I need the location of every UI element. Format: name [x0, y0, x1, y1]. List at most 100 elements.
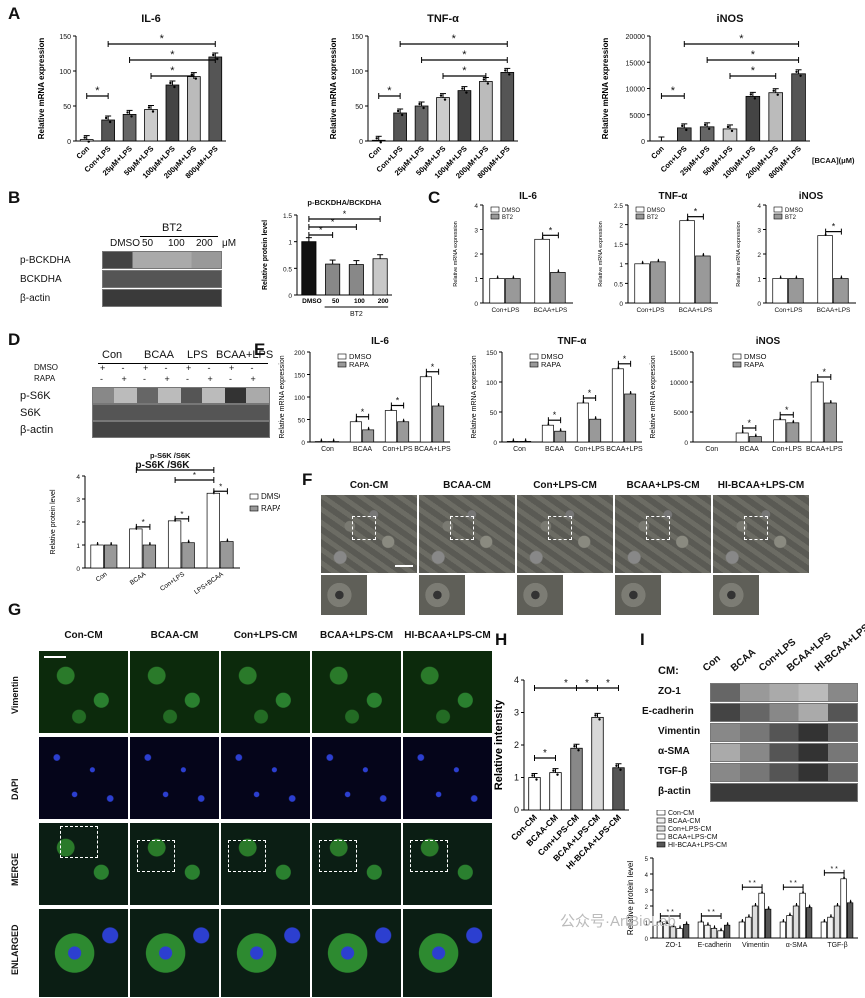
sig-star: *	[431, 362, 435, 372]
data-point	[704, 124, 706, 126]
blot-i-row-label: ZO-1	[658, 686, 681, 697]
y-tick-label: 2	[76, 520, 80, 527]
y-tick-label: 150	[294, 373, 305, 380]
bar	[698, 922, 704, 938]
data-point	[557, 270, 559, 272]
treatment-sign: -	[229, 374, 232, 384]
legend-swatch	[491, 214, 499, 219]
bar	[773, 279, 788, 304]
y-tick-label: 100	[351, 69, 363, 76]
data-point	[630, 392, 632, 394]
sig-star: *	[747, 418, 751, 428]
bar	[625, 394, 636, 442]
if-image	[38, 736, 129, 820]
blot-b-row-bckdha: BCKDHA	[20, 274, 62, 285]
data-point	[212, 54, 214, 56]
category-label: Con+LPS	[774, 307, 803, 314]
bar	[143, 545, 156, 568]
data-point	[642, 262, 644, 264]
data-point	[418, 103, 420, 105]
sig-star: * *	[831, 866, 839, 873]
data-point	[390, 409, 392, 411]
legend-swatch	[338, 354, 346, 359]
legend-label: RAPA	[349, 360, 369, 369]
zoom-region-box	[137, 840, 175, 872]
blot-b-lane-unit: μM	[222, 238, 236, 249]
y-axis-label: Relative intensity	[493, 699, 505, 790]
data-point	[188, 541, 190, 543]
if-image	[220, 736, 311, 820]
y-tick-label: 15000	[670, 350, 688, 357]
bar	[780, 922, 786, 938]
category-label: Con+LPS	[382, 446, 412, 453]
y-axis-label: Relative mRNA expression	[601, 38, 610, 140]
bar	[834, 906, 840, 938]
blot-i-row-label: α-SMA	[658, 746, 690, 757]
data-point	[615, 765, 617, 767]
y-tick-label: 0	[67, 139, 71, 146]
blot-d-treat-rapa: RAPA	[34, 374, 55, 383]
panel-label-a: A	[8, 4, 20, 24]
data-point	[440, 94, 442, 96]
data-point	[795, 71, 797, 73]
y-tick-label: 1	[514, 773, 519, 783]
y-tick-label: 2	[619, 223, 623, 230]
treatment-sign: +	[143, 363, 148, 373]
category-label: ZO-1	[666, 942, 682, 949]
sig-star: *	[170, 65, 175, 77]
data-point	[368, 428, 370, 430]
sig-star: *	[174, 461, 177, 470]
legend-swatch	[657, 810, 665, 815]
y-tick-label: 4	[76, 474, 80, 481]
sig-star: *	[396, 396, 400, 406]
data-point	[619, 769, 621, 771]
legend-label: DMSO	[261, 492, 280, 501]
y-axis-label: Relative mRNA expression	[279, 355, 286, 438]
bar	[123, 114, 136, 141]
y-tick-label: 10000	[626, 87, 646, 94]
bar	[349, 265, 363, 295]
data-point	[173, 86, 175, 88]
blot-i-band	[710, 743, 858, 762]
blot-d-group-bcaa: BCAA	[144, 349, 174, 361]
y-tick-label: 3	[514, 708, 519, 718]
data-point	[799, 75, 801, 77]
bar	[507, 441, 518, 442]
if-image	[402, 908, 493, 998]
category-label: Con+LPS	[159, 571, 187, 593]
sig-star: *	[822, 367, 826, 377]
data-point	[573, 745, 575, 747]
bar	[506, 279, 521, 304]
treatment-sign: +	[122, 374, 127, 384]
category-label: Con	[95, 571, 109, 584]
data-point	[796, 904, 798, 906]
data-point	[789, 914, 791, 916]
data-point	[483, 78, 485, 80]
bar	[680, 221, 695, 303]
treatment-sign: -	[251, 363, 254, 373]
y-tick-label: 4	[757, 203, 761, 210]
bar	[789, 279, 804, 304]
sig-star: *	[331, 217, 335, 227]
bar	[130, 529, 143, 568]
data-point	[840, 277, 842, 279]
sig-star: *	[585, 678, 589, 689]
treatment-sign: +	[251, 374, 256, 384]
micrograph-f-enlarged	[614, 574, 662, 616]
bar	[705, 925, 711, 938]
bar	[635, 264, 650, 303]
blot-b-band-1	[102, 251, 222, 269]
category-label: Con+LPS	[574, 446, 604, 453]
data-point	[795, 277, 797, 279]
data-point	[727, 923, 729, 925]
data-point	[731, 130, 733, 132]
data-point	[780, 277, 782, 279]
y-tick-label: 1	[76, 543, 80, 550]
legend-label: DMSO	[647, 208, 665, 214]
bar	[571, 748, 583, 810]
bar	[769, 93, 783, 141]
data-point	[850, 901, 852, 903]
bar	[774, 420, 786, 442]
blot-i-cm-label: CM:	[658, 665, 679, 677]
